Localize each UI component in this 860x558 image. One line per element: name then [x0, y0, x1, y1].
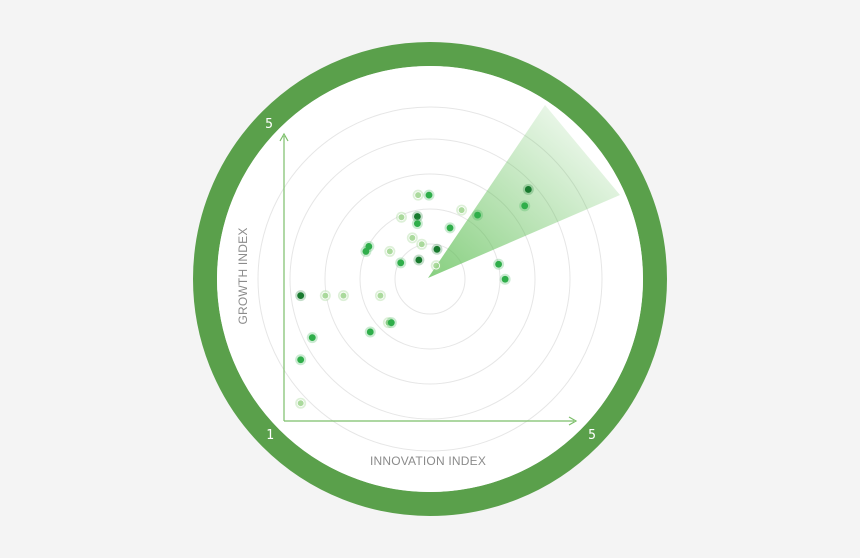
y-axis-title: GROWTH INDEX [236, 227, 250, 324]
outer-ring [193, 42, 667, 516]
y-axis-arrow-icon [279, 132, 289, 142]
data-point [295, 290, 307, 302]
data-point [306, 332, 318, 344]
radar-face [217, 66, 643, 492]
data-point [337, 290, 349, 302]
data-point [395, 257, 407, 269]
data-point [431, 243, 443, 255]
data-point [319, 290, 331, 302]
data-point [411, 218, 423, 230]
data-points [295, 183, 534, 409]
y-max-label: 5 [265, 117, 273, 132]
data-point [499, 273, 511, 285]
data-point [416, 238, 428, 250]
axes [279, 132, 578, 426]
data-point [360, 245, 372, 257]
data-point [430, 260, 442, 272]
data-point [411, 211, 423, 223]
radar-sweep-beam [428, 105, 620, 278]
grid-circles [257, 106, 603, 452]
data-point [374, 290, 386, 302]
data-point [423, 189, 435, 201]
x-max-label: 5 [588, 428, 596, 443]
data-point [444, 222, 456, 234]
data-point [522, 183, 534, 195]
data-point [364, 326, 376, 338]
data-point [456, 204, 468, 216]
data-point [395, 211, 407, 223]
x-axis-arrow-icon [568, 416, 578, 426]
data-point [406, 232, 418, 244]
data-point [295, 397, 307, 409]
data-point [493, 258, 505, 270]
data-point [413, 254, 425, 266]
data-point [295, 354, 307, 366]
origin-label: 1 [266, 428, 274, 443]
x-axis-title: INNOVATION INDEX [370, 454, 486, 468]
data-point [412, 189, 424, 201]
data-point [519, 200, 531, 212]
data-point [385, 317, 397, 329]
data-point [384, 245, 396, 257]
data-point [472, 209, 484, 221]
